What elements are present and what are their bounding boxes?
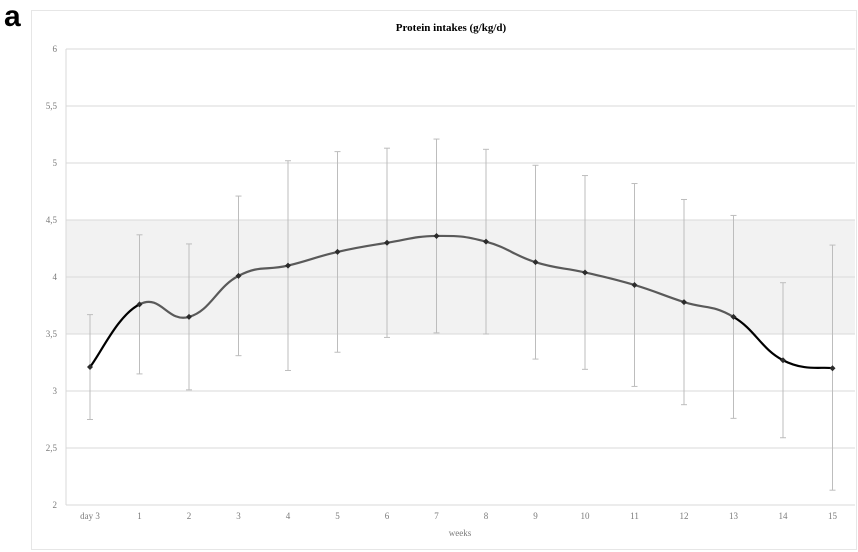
- x-tick-label: 10: [581, 511, 591, 521]
- x-axis-label: weeks: [449, 528, 472, 538]
- data-point: [681, 299, 687, 306]
- data-markers: [87, 232, 836, 372]
- y-tick-labels: 2 2,5 3 3,5 4 4,5 5 5,5 6: [46, 44, 58, 510]
- y-tick-label: 3,5: [46, 329, 58, 339]
- y-tick-label: 2,5: [46, 443, 58, 453]
- series-line-segment: [682, 300, 735, 318]
- data-point: [87, 364, 93, 371]
- data-point: [631, 281, 638, 288]
- series-line-segment: [781, 359, 834, 370]
- x-tick-label: 9: [533, 511, 538, 521]
- x-tick-label: 7: [434, 511, 439, 521]
- series-line-segment: [484, 240, 537, 264]
- series-line-segment: [286, 250, 339, 267]
- series-line-segment: [336, 241, 389, 254]
- series-line-segment: [237, 264, 290, 277]
- series-line-segment: [138, 300, 191, 319]
- data-point: [136, 301, 143, 308]
- x-tick-label: 14: [779, 511, 789, 521]
- x-tick-label: 11: [630, 511, 639, 521]
- x-tick-label: 15: [828, 511, 838, 521]
- y-tick-label: 3: [53, 386, 58, 396]
- data-point: [235, 272, 242, 279]
- y-tick-label: 4,5: [46, 215, 58, 225]
- chart-title: Protein intakes (g/kg/d): [396, 22, 507, 34]
- x-tick-label: 3: [236, 511, 241, 521]
- y-tick-label: 4: [53, 272, 58, 282]
- panel-label: a: [4, 0, 21, 33]
- x-tick-label: 12: [680, 511, 689, 521]
- series-line-segment: [187, 274, 240, 318]
- x-tick-label: 6: [385, 511, 390, 521]
- x-tick-label: 8: [484, 511, 489, 521]
- series-line-segment: [732, 315, 785, 362]
- series-line-segment: [435, 234, 488, 243]
- y-tick-label: 5: [53, 158, 58, 168]
- x-tick-labels: day 3 1 2 3 4 5 6 7 8 9 10 11 12 13 14 15: [80, 511, 837, 521]
- y-tick-label: 5,5: [46, 101, 58, 111]
- chart-frame: [31, 10, 857, 550]
- data-point: [582, 269, 588, 276]
- x-tick-label: 2: [187, 511, 192, 521]
- data-point: [334, 248, 341, 255]
- series-line-segment: [534, 261, 587, 274]
- y-tick-label: 6: [53, 44, 58, 54]
- data-point: [186, 313, 192, 320]
- data-point: [730, 313, 737, 320]
- data-point: [829, 365, 836, 372]
- series-line-segment: [583, 271, 636, 287]
- gridlines: [65, 48, 855, 506]
- data-point: [433, 232, 440, 239]
- x-tick-label: 1: [137, 511, 142, 521]
- data-point: [532, 259, 539, 266]
- y-tick-label: 2: [53, 500, 58, 510]
- series-line-segment: [633, 283, 686, 304]
- series-line: [88, 234, 834, 370]
- x-tick-label: 5: [335, 511, 340, 521]
- data-point: [285, 262, 291, 269]
- data-point: [483, 238, 489, 245]
- series-line-segment: [385, 234, 438, 244]
- x-tick-label: 4: [286, 511, 291, 521]
- series-line-segment: [88, 303, 141, 369]
- data-point: [384, 239, 390, 246]
- x-tick-label: day 3: [80, 511, 100, 521]
- x-tick-label: 13: [729, 511, 739, 521]
- data-point: [780, 357, 786, 364]
